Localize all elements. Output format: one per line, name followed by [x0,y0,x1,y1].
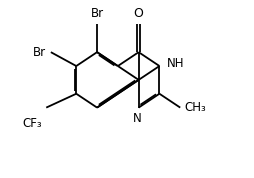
Text: NH: NH [167,57,185,70]
Text: Br: Br [33,46,46,59]
Text: N: N [133,112,141,125]
Text: Br: Br [90,7,104,20]
Text: CF₃: CF₃ [23,117,42,130]
Text: O: O [134,7,144,20]
Text: CH₃: CH₃ [185,101,207,114]
